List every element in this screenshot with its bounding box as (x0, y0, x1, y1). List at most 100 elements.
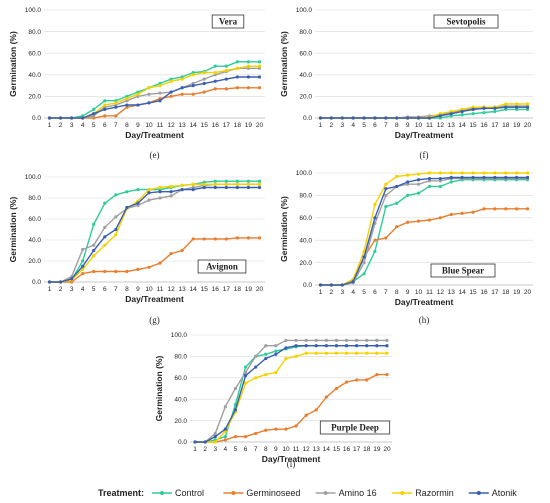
data-point-atonik (284, 346, 288, 350)
x-tick-label: 10 (415, 122, 423, 129)
data-point-control (81, 259, 85, 263)
data-point-atonik (324, 344, 328, 348)
data-point-germinoseed (365, 378, 369, 382)
data-point-razormin (449, 171, 453, 175)
x-tick-label: 16 (343, 446, 351, 453)
legend-label-germinoseed: Germinoseed (246, 488, 300, 498)
x-tick-label: 12 (437, 122, 445, 129)
data-point-atonik (169, 90, 173, 94)
panel-letter: (g) (149, 315, 160, 325)
data-point-atonik (235, 185, 239, 190)
data-point-germinoseed (449, 212, 453, 217)
y-tick-label: 0.0 (178, 439, 187, 446)
data-point-control (246, 179, 251, 183)
panel-title: Blue Spear (442, 266, 484, 276)
data-point-germinoseed (246, 236, 251, 240)
data-point-atonik (81, 264, 85, 268)
x-tick-label: 17 (491, 289, 499, 296)
y-tick-label: 0.0 (303, 115, 312, 122)
data-point-amino-16 (223, 405, 227, 409)
x-tick-label: 7 (114, 122, 118, 129)
x-tick-label: 14 (190, 122, 198, 129)
data-point-germinoseed (460, 211, 464, 215)
series-line-atonik (195, 345, 387, 443)
data-point-control (438, 184, 442, 189)
data-point-germinoseed (257, 86, 262, 90)
legend-heading: Treatment: (98, 488, 144, 498)
data-point-atonik (246, 185, 251, 190)
x-tick-label: 11 (426, 289, 433, 296)
data-point-control (395, 201, 399, 205)
x-tick-label: 9 (406, 289, 410, 296)
data-point-germinoseed (103, 114, 107, 118)
data-point-atonik (340, 283, 344, 287)
data-point-atonik (314, 344, 318, 348)
data-point-amino-16 (334, 338, 339, 342)
data-point-germinoseed (525, 207, 530, 211)
data-point-germinoseed (81, 272, 85, 276)
data-point-razormin (147, 86, 151, 90)
data-point-atonik (213, 185, 217, 190)
data-point-atonik (224, 185, 228, 190)
data-point-atonik (355, 344, 359, 348)
data-point-atonik (169, 190, 173, 194)
data-point-control (471, 112, 475, 116)
legend: Treatment: Control Germinoseed Amino 16 Raz… (98, 488, 517, 498)
data-point-razormin (375, 351, 379, 355)
data-point-amino-16 (233, 386, 238, 391)
data-point-amino-16 (243, 370, 248, 375)
legend-marker-germinoseed (231, 491, 236, 495)
data-point-germinoseed (314, 408, 318, 412)
data-point-atonik (493, 106, 497, 110)
data-point-razormin (274, 370, 278, 375)
data-point-germinoseed (375, 372, 379, 377)
data-point-atonik (223, 427, 227, 431)
x-tick-label: 18 (234, 122, 242, 129)
data-point-atonik (47, 116, 52, 120)
data-point-control (103, 99, 107, 103)
x-tick-label: 14 (323, 446, 331, 453)
data-point-atonik (460, 175, 464, 180)
data-point-atonik (180, 188, 184, 192)
data-point-razormin (213, 71, 217, 75)
data-point-atonik (329, 283, 333, 287)
x-tick-label: 19 (373, 446, 381, 453)
data-point-atonik (158, 99, 162, 103)
data-point-control (114, 193, 118, 197)
data-point-atonik (525, 105, 530, 109)
data-point-razormin (355, 351, 359, 355)
data-point-razormin (169, 79, 173, 83)
data-point-amino-16 (324, 338, 328, 342)
x-tick-label: 9 (136, 286, 140, 293)
data-point-control (257, 60, 262, 64)
x-tick-label: 7 (384, 289, 388, 296)
x-tick-label: 15 (201, 286, 209, 293)
data-point-amino-16 (264, 344, 268, 348)
data-point-razormin (224, 68, 228, 73)
data-point-atonik (264, 356, 268, 361)
x-tick-label: 20 (524, 122, 532, 129)
data-point-razormin (103, 243, 107, 247)
data-point-razormin (314, 351, 318, 355)
y-tick-label: 80.0 (28, 195, 41, 202)
data-point-atonik (351, 116, 355, 120)
data-point-amino-16 (406, 182, 410, 186)
y-tick-label: 60.0 (28, 50, 41, 57)
x-tick-label: 17 (223, 122, 231, 129)
data-point-atonik (202, 81, 206, 86)
x-tick-label: 20 (383, 446, 391, 453)
data-point-razormin (158, 84, 162, 88)
data-point-amino-16 (385, 338, 389, 342)
data-point-razormin (515, 171, 519, 175)
data-point-razormin (334, 351, 339, 355)
x-tick-label: 3 (340, 122, 344, 129)
data-point-control (264, 352, 268, 356)
data-point-atonik (233, 408, 238, 412)
x-tick-label: 16 (480, 122, 488, 129)
y-tick-label: 40.0 (28, 72, 41, 79)
data-point-control (92, 107, 96, 111)
data-point-razormin (385, 351, 389, 355)
data-point-control (384, 205, 388, 209)
x-axis-label: Day/Treatment (262, 454, 321, 464)
